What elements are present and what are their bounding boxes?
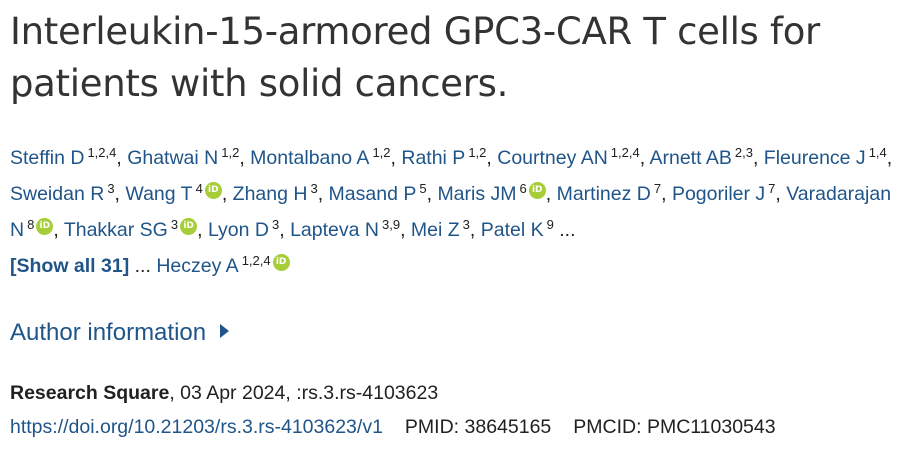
author-name-link[interactable]: Zhang H bbox=[232, 183, 308, 205]
affiliation-numbers: 4 bbox=[195, 181, 203, 196]
orcid-icon[interactable]: iD bbox=[36, 218, 54, 235]
author-name-link[interactable]: Steffin D bbox=[10, 147, 85, 169]
affiliation-numbers: 1,2 bbox=[372, 145, 391, 160]
affiliation-numbers: 1,2,4 bbox=[241, 253, 271, 268]
affiliation-numbers: 3 bbox=[310, 181, 318, 196]
author-item: Montalbano A 1,2 bbox=[250, 145, 391, 169]
affiliation-numbers: 3 bbox=[107, 181, 115, 196]
author-item: Thakkar SG 3 iD bbox=[63, 217, 198, 241]
author-name-link[interactable]: Courtney AN bbox=[497, 147, 608, 169]
author-information-toggle[interactable]: Author information bbox=[10, 316, 910, 350]
citation-block: Research Square, 03 Apr 2024, :rs.3.rs-4… bbox=[10, 376, 910, 444]
author-name-link[interactable]: Pogoriler J bbox=[671, 183, 766, 205]
author-list: Steffin D 1,2,4, Ghatwai N 1,2, Montalbano… bbox=[10, 145, 893, 277]
show-all-authors-button[interactable]: [Show all 31] bbox=[10, 255, 130, 277]
orcid-icon[interactable]: iD bbox=[528, 182, 546, 199]
affiliation-numbers: 3,9 bbox=[381, 217, 401, 232]
affiliation-numbers: 1,2 bbox=[468, 145, 487, 160]
citation-line: Research Square, 03 Apr 2024, :rs.3.rs-4… bbox=[10, 376, 910, 410]
citation-details: , 03 Apr 2024, :rs.3.rs-4103623 bbox=[169, 382, 439, 404]
author-item: Wang T 4 iD bbox=[125, 181, 222, 205]
author-name-link[interactable]: Varadarajan N bbox=[10, 183, 892, 241]
affiliation-numbers: 3 bbox=[272, 217, 280, 232]
doi-link[interactable]: https://doi.org/10.21203/rs.3.rs-4103623… bbox=[10, 416, 383, 438]
author-name-link[interactable]: Heczey A bbox=[156, 255, 239, 277]
affiliation-numbers: 1,4 bbox=[868, 145, 887, 160]
affiliation-numbers: 9 bbox=[546, 217, 554, 232]
author-item: Steffin D 1,2,4 bbox=[10, 145, 117, 169]
author-name-link[interactable]: Thakkar SG bbox=[63, 219, 168, 241]
affiliation-numbers: 1,2,4 bbox=[610, 145, 640, 160]
affiliation-numbers: 7 bbox=[768, 181, 776, 196]
author-item: Lapteva N 3,9 bbox=[290, 217, 401, 241]
affiliation-numbers: 1,2 bbox=[221, 145, 240, 160]
ellipsis: ... bbox=[134, 255, 151, 277]
author-item: Varadarajan N 8 iD bbox=[10, 183, 891, 241]
author-item: Rathi P 1,2 bbox=[401, 145, 487, 169]
author-name-link[interactable]: Patel K bbox=[480, 219, 544, 241]
triangle-right-icon bbox=[220, 324, 230, 338]
affiliation-numbers: 6 bbox=[519, 181, 527, 196]
ellipsis: ... bbox=[559, 219, 576, 241]
author-name-link[interactable]: Lyon D bbox=[207, 219, 269, 241]
author-item: Heczey A 1,2,4 iD bbox=[156, 253, 290, 277]
pmcid: PMCID: PMC11030543 bbox=[573, 416, 776, 438]
author-item: Maris JM 6 iD bbox=[437, 181, 546, 205]
author-name-link[interactable]: Sweidan R bbox=[10, 183, 105, 205]
affiliation-numbers: 1,2,4 bbox=[87, 145, 117, 160]
journal-name: Research Square bbox=[10, 382, 170, 404]
author-item: Ghatwai N 1,2 bbox=[127, 145, 240, 169]
author-name-link[interactable]: Lapteva N bbox=[290, 219, 379, 241]
affiliation-numbers: 2,3 bbox=[734, 145, 753, 160]
author-name-link[interactable]: Arnett AB bbox=[649, 147, 732, 169]
author-name-link[interactable]: Masand P bbox=[328, 183, 417, 205]
article-title: Interleukin-15-armored GPC3-CAR T cells … bbox=[10, 10, 820, 105]
orcid-icon[interactable]: iD bbox=[204, 182, 222, 199]
affiliation-numbers: 5 bbox=[419, 181, 427, 196]
author-name-link[interactable]: Ghatwai N bbox=[127, 147, 219, 169]
affiliation-numbers: 8 bbox=[27, 217, 35, 232]
author-item: Fleurence J 1,4 bbox=[763, 145, 887, 169]
orcid-icon[interactable]: iD bbox=[272, 254, 290, 271]
author-name-link[interactable]: Wang T bbox=[125, 183, 193, 205]
author-item: Courtney AN 1,2,4 bbox=[497, 145, 640, 169]
affiliation-numbers: 3 bbox=[462, 217, 470, 232]
author-name-link[interactable]: Rathi P bbox=[401, 147, 466, 169]
author-name-link[interactable]: Fleurence J bbox=[763, 147, 866, 169]
author-name-link[interactable]: Montalbano A bbox=[250, 147, 370, 169]
orcid-icon[interactable]: iD bbox=[180, 218, 198, 235]
author-name-link[interactable]: Maris JM bbox=[437, 183, 517, 205]
identifiers-line: https://doi.org/10.21203/rs.3.rs-4103623… bbox=[10, 410, 910, 444]
author-item: Arnett AB 2,3 bbox=[649, 145, 753, 169]
author-name-link[interactable]: Mei Z bbox=[410, 219, 460, 241]
affiliation-numbers: 3 bbox=[170, 217, 179, 232]
pmid: PMID: 38645165 bbox=[404, 416, 552, 438]
author-name-link[interactable]: Martinez D bbox=[556, 183, 651, 205]
author-information-label: Author information bbox=[10, 319, 207, 346]
affiliation-numbers: 7 bbox=[653, 181, 662, 196]
